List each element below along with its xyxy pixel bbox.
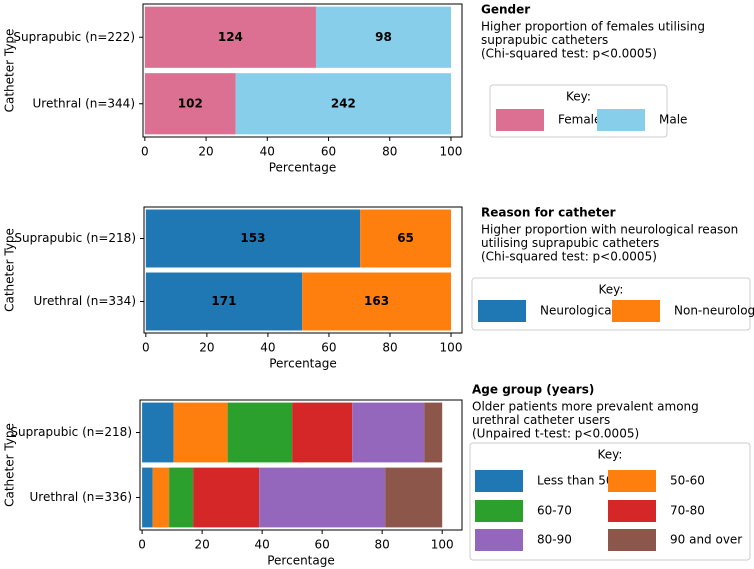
legend-label: 70-80 [670, 504, 705, 518]
bar-segment [259, 467, 386, 528]
bar-segment [145, 272, 303, 331]
bar-segment [193, 467, 260, 528]
y-tick-label: Urethral (n=334) [33, 294, 136, 308]
bar-segment [292, 402, 353, 463]
legend-label: Less than 50 [537, 474, 614, 488]
legend-swatch [475, 500, 523, 522]
bar-segment [144, 6, 316, 68]
x-tick-label: 100 [440, 145, 463, 159]
legend-box [471, 277, 751, 331]
x-tick-label: 80 [382, 341, 397, 355]
bar-segment [142, 467, 153, 528]
subplot-note: (Unpaired t-test: p<0.0005) [472, 427, 639, 441]
subplot-note: suprapubic catheters [481, 33, 608, 47]
count-label: 242 [331, 96, 356, 110]
legend-swatch [478, 300, 526, 322]
legend-label: 90 and over [670, 533, 742, 547]
y-axis-label: Catheter Type [3, 29, 17, 113]
bar-segment [227, 402, 293, 463]
bar-segment [152, 467, 170, 528]
axes-frame [139, 399, 463, 531]
axes-frame [142, 3, 463, 138]
y-axis-label: Catheter Type [3, 423, 17, 507]
bar-segment [142, 402, 174, 463]
bar-segment [145, 209, 361, 268]
x-tick-label: 40 [260, 341, 275, 355]
x-tick-label: 20 [198, 145, 213, 159]
legend-swatch [612, 300, 660, 322]
y-tick-label: Suprapubic (n=218) [14, 231, 136, 245]
bar-segment [360, 209, 452, 268]
legend-label: Non-neurological [674, 304, 754, 318]
bar-segment [169, 467, 194, 528]
bar-segment [385, 467, 443, 528]
legend-label: 50-60 [670, 474, 705, 488]
legend-swatch [475, 470, 523, 492]
count-label: 102 [178, 96, 203, 110]
bar-segment [315, 6, 451, 68]
subplot-note: utilising suprapubic catheters [481, 236, 659, 250]
x-tick-label: 40 [260, 145, 275, 159]
x-axis-label: Percentage [269, 357, 337, 371]
y-tick-label: Urethral (n=344) [32, 96, 135, 110]
x-tick-label: 0 [142, 341, 150, 355]
y-axis-label: Catheter Type [3, 228, 17, 312]
x-tick-label: 60 [315, 538, 330, 552]
x-tick-label: 60 [321, 145, 336, 159]
count-label: 65 [397, 231, 414, 245]
subplot-title: Age group (years) [472, 383, 594, 397]
x-tick-label: 60 [321, 341, 336, 355]
subplot-note: urethral catheter users [472, 413, 610, 427]
count-label: 124 [218, 30, 243, 44]
x-tick-label: 20 [194, 538, 209, 552]
y-tick-label: Suprapubic (n=218) [10, 425, 132, 439]
legend-swatch [475, 529, 523, 551]
bar-segment [144, 73, 236, 135]
x-tick-label: 80 [382, 145, 397, 159]
subplot-note: Higher proportion of females utilising [481, 20, 705, 34]
legend-swatch [608, 529, 656, 551]
legend-title: Key: [566, 90, 591, 104]
legend-title: Key: [598, 448, 623, 462]
x-tick-label: 100 [431, 538, 454, 552]
axes-frame [143, 206, 463, 334]
legend-swatch [608, 470, 656, 492]
x-tick-label: 80 [375, 538, 390, 552]
bar-segment [235, 73, 451, 135]
legend-swatch [496, 109, 544, 131]
x-tick-label: 40 [254, 538, 269, 552]
subplot-note: Higher proportion with neurological reas… [481, 223, 738, 237]
subplot-title: Gender [481, 3, 530, 17]
count-label: 153 [240, 231, 265, 245]
y-tick-label: Urethral (n=336) [29, 490, 132, 504]
bar-segment [424, 402, 443, 463]
subplot-note: (Chi-squared test: p<0.0005) [481, 47, 657, 61]
legend-label: Male [659, 113, 687, 127]
legend-label: Neurological [540, 304, 615, 318]
subplot-note: Older patients more prevalent among [472, 400, 699, 414]
bar-segment [173, 402, 228, 463]
count-label: 163 [364, 294, 389, 308]
bar-segment [302, 272, 452, 331]
x-axis-label: Percentage [269, 161, 337, 175]
x-tick-label: 20 [199, 341, 214, 355]
y-tick-label: Suprapubic (n=222) [13, 30, 135, 44]
legend-label: 80-90 [537, 533, 572, 547]
x-tick-label: 100 [440, 341, 463, 355]
x-tick-label: 0 [138, 538, 146, 552]
x-tick-label: 0 [141, 145, 149, 159]
x-axis-label: Percentage [267, 554, 335, 568]
legend-label: Female [558, 113, 601, 127]
bar-segment [352, 402, 425, 463]
legend-swatch [608, 500, 656, 522]
count-label: 98 [375, 30, 392, 44]
legend-label: 60-70 [537, 504, 572, 518]
legend-swatch [597, 109, 645, 131]
count-label: 171 [211, 294, 236, 308]
subplot-note: (Chi-squared test: p<0.0005) [481, 250, 657, 264]
legend-title: Key: [599, 283, 624, 297]
subplot-title: Reason for catheter [481, 206, 616, 220]
